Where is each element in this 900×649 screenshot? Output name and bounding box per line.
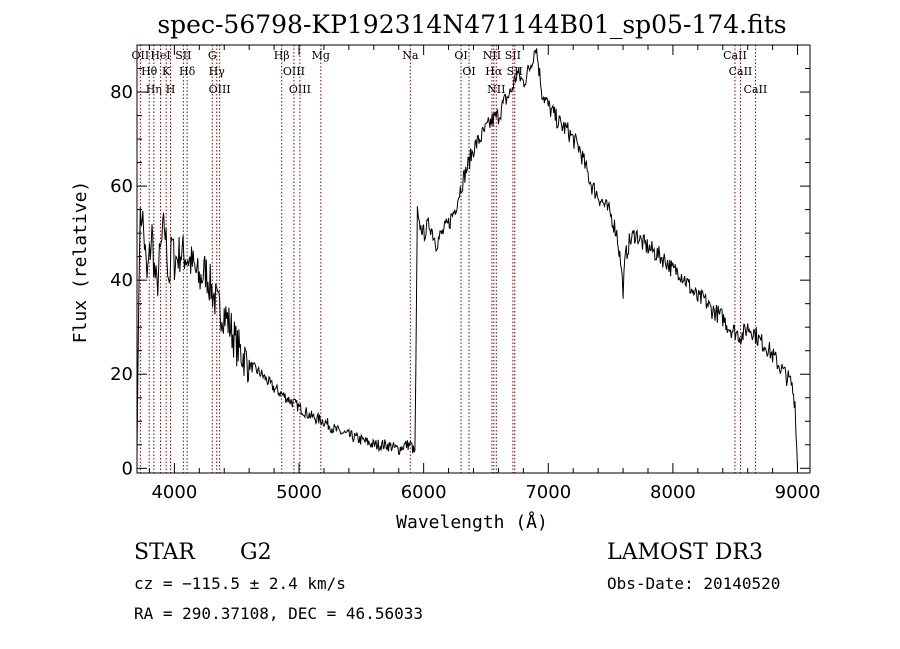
x-axis: 4000 5000 6000 7000 8000 9000 (148, 45, 821, 503)
marker-label: NII (487, 83, 505, 96)
marker-label: G (208, 49, 217, 62)
marker-label: OI (454, 49, 467, 62)
marker-label: H (166, 83, 176, 96)
x-tick-label: 7000 (525, 482, 571, 503)
y-axis: 0 20 40 60 80 (110, 68, 810, 479)
y-axis-label: Flux (relative) (70, 181, 91, 344)
marker-label: K (162, 65, 171, 78)
marker-label: CaII (729, 65, 753, 78)
marker-label: SII (505, 49, 521, 62)
emission-line-markers: OII Hθ Hη HeI KH SII Hδ G Hγ OIII Hβ OIII OIII Mg Na OI… (132, 45, 768, 473)
x-tick-label: 4000 (151, 482, 197, 503)
marker-label: OIII (209, 83, 231, 96)
x-tick-label: 6000 (401, 482, 447, 503)
spectrum-line (136, 48, 798, 469)
y-tick-label: 20 (110, 364, 133, 385)
x-tick-label: 5000 (276, 482, 322, 503)
marker-label: SII (175, 49, 191, 62)
y-tick-label: 80 (110, 82, 133, 103)
spectral-subclass: G2 (240, 540, 272, 565)
marker-label: Hβ (274, 49, 290, 62)
marker-label: Mg (312, 49, 330, 62)
marker-label: CaII (723, 49, 747, 62)
y-tick-label: 60 (110, 176, 133, 197)
marker-label: Hδ (179, 65, 196, 78)
marker-label: CaII (744, 83, 768, 96)
marker-label: Hγ (209, 65, 226, 78)
redshift-text: cz = −115.5 ± 2.4 km/s (134, 574, 346, 593)
marker-label: Na (402, 49, 419, 62)
x-tick-label: 8000 (650, 482, 696, 503)
marker-label: OI (462, 65, 475, 78)
marker-label: OIII (289, 83, 311, 96)
y-tick-label: 40 (110, 270, 133, 291)
plot-frame (136, 44, 811, 474)
marker-label: HeI (150, 49, 170, 62)
marker-label: OII (132, 49, 150, 62)
x-tick-label: 9000 (775, 482, 821, 503)
marker-label: Hθ (141, 65, 158, 78)
object-class: STAR (134, 540, 195, 565)
observation-date: Obs-Date: 20140520 (607, 574, 781, 593)
marker-label: Hη (146, 83, 162, 96)
chart-title: spec-56798-KP192314N471144B01_sp05-174.f… (157, 10, 786, 39)
survey-name: LAMOST DR3 (607, 540, 763, 565)
coordinates-text: RA = 290.37108, DEC = 46.56033 (134, 604, 423, 623)
y-tick-label: 0 (122, 458, 133, 479)
x-axis-label: Wavelength (Å) (396, 511, 548, 533)
marker-label: NII (483, 49, 501, 62)
marker-label: OIII (283, 65, 305, 78)
marker-label: Hα (485, 65, 503, 78)
